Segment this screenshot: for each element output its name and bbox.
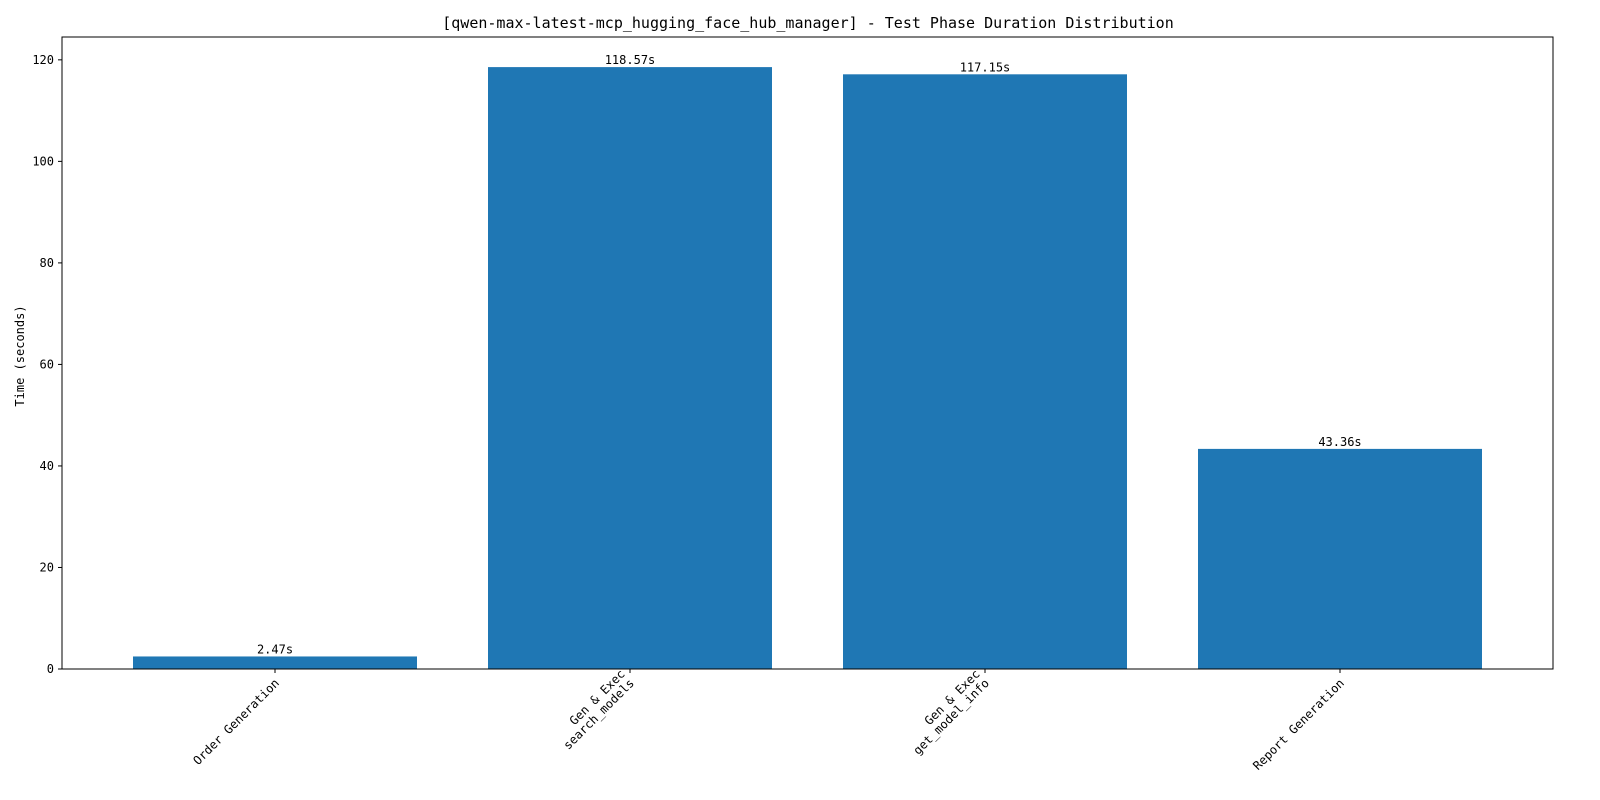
x-tick-label: Gen & Execget_model_info — [901, 667, 992, 758]
chart-title: [qwen-max-latest-mcp_hugging_face_hub_ma… — [442, 14, 1174, 32]
x-tick-label-line: Report Generation — [1250, 676, 1347, 773]
x-axis: Order Generation Gen & Execsearch_models G… — [190, 667, 1347, 773]
y-tick-label: 60 — [40, 357, 54, 371]
y-tick-label: 0 — [47, 662, 54, 676]
bar — [488, 67, 772, 670]
x-tick-label: Order Generation — [190, 676, 282, 768]
y-tick-label: 100 — [32, 154, 54, 168]
plot-frame — [61, 36, 1554, 670]
bar-value-label: 117.15s — [960, 60, 1011, 74]
y-tick-label: 40 — [40, 459, 54, 473]
x-tick-label: Gen & Execsearch_models — [551, 667, 637, 753]
y-tick-label: 80 — [40, 256, 54, 270]
bar — [843, 74, 1127, 669]
bar-value-label: 2.47s — [257, 642, 293, 656]
y-tick-label: 20 — [40, 560, 54, 574]
x-tick-label-line: Order Generation — [190, 676, 282, 768]
bar-value-label: 118.57s — [605, 53, 656, 67]
bars-group — [133, 67, 1482, 670]
bar — [133, 656, 417, 669]
x-tick-label: Report Generation — [1250, 676, 1347, 773]
y-axis: 0 20 40 60 80 100 120 — [32, 53, 62, 676]
y-tick-label: 120 — [32, 53, 54, 67]
y-axis-label: Time (seconds) — [13, 305, 27, 406]
bar-value-labels: 2.47s 118.57s 117.15s 43.36s — [257, 53, 1362, 656]
bar — [1198, 448, 1482, 669]
bar-value-label: 43.36s — [1318, 435, 1361, 449]
